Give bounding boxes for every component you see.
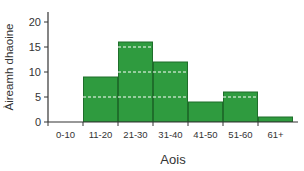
grid-line xyxy=(48,22,298,23)
bars xyxy=(84,42,293,122)
grid-line xyxy=(48,72,298,73)
x-tick xyxy=(153,122,154,126)
bar xyxy=(84,77,118,122)
x-tick xyxy=(258,122,259,126)
y-tick-label: 0 xyxy=(35,116,41,128)
grid-line xyxy=(48,97,298,98)
x-tick-label: 11-20 xyxy=(89,129,113,140)
bar xyxy=(154,62,188,122)
x-tick-label: 61+ xyxy=(267,129,284,140)
grid-line xyxy=(48,47,298,48)
bar xyxy=(189,102,223,122)
chart: 0 5 10 15 20 0-10 11-20 21-30 31-40 41-50 51-60 61+… xyxy=(0,0,304,171)
bar xyxy=(119,42,153,122)
x-tick xyxy=(118,122,119,126)
bar xyxy=(259,117,293,122)
x-tick-label: 51-60 xyxy=(228,129,252,140)
x-tick xyxy=(48,122,49,126)
x-tick xyxy=(223,122,224,126)
x-tick-label: 31-40 xyxy=(158,129,182,140)
x-axis xyxy=(48,121,298,122)
y-tick-label: 20 xyxy=(29,16,41,28)
x-tick-label: 0-10 xyxy=(56,129,75,140)
y-axis xyxy=(47,12,48,122)
y-tick-label: 10 xyxy=(29,66,41,78)
y-tick-label: 15 xyxy=(29,41,41,53)
y-tick-label: 5 xyxy=(35,91,41,103)
x-tick xyxy=(83,122,84,126)
x-tick xyxy=(188,122,189,126)
x-axis-label: Aois xyxy=(160,152,186,167)
y-axis-label: Àireamh dhaoine xyxy=(3,24,15,111)
x-tick-label: 21-30 xyxy=(123,129,147,140)
x-tick-label: 41-50 xyxy=(193,129,217,140)
